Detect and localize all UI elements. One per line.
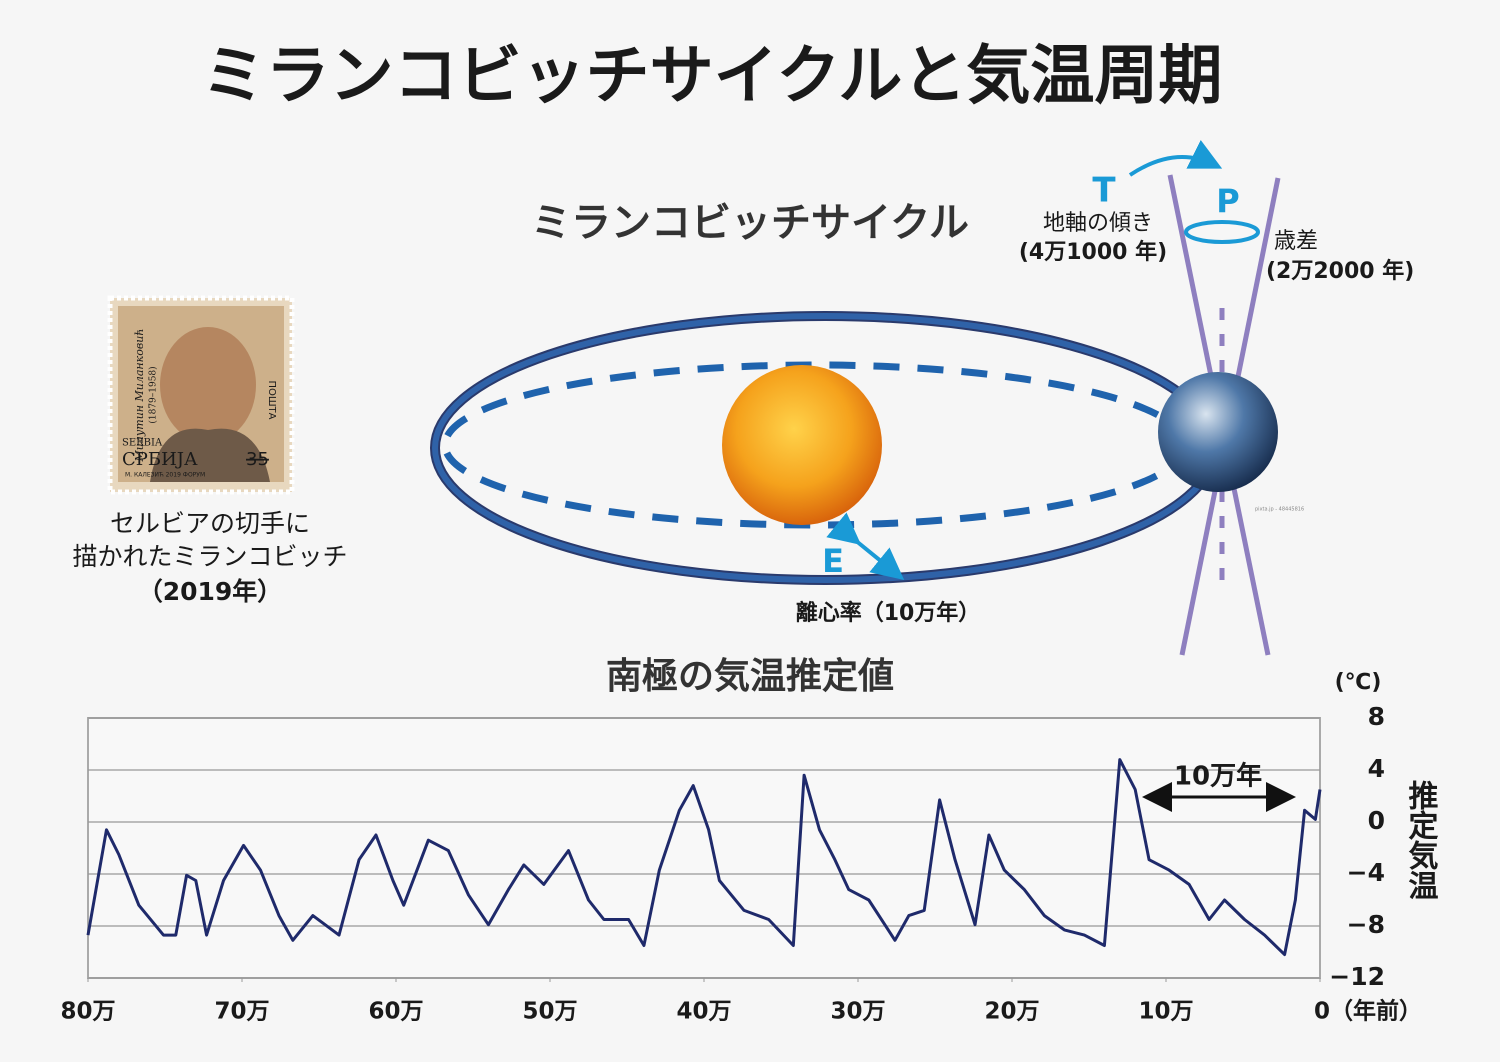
y-tick-label: 0: [1368, 806, 1385, 835]
stamp-caption: （2019年）: [138, 577, 283, 606]
x-tick-label: 60万: [368, 999, 423, 1025]
tilt-arrow: [1128, 139, 1223, 177]
stamp-caption: 描かれたミランコビッチ: [72, 542, 347, 571]
x-tick-label: 50万: [522, 999, 577, 1025]
t-period: (4万1000 年): [1019, 239, 1167, 265]
x-tick-label: 40万: [676, 999, 731, 1025]
stamp-footer: М. КАЛЕЗИЋ 2019 ФОРУМ: [125, 472, 205, 479]
x-tick-label: 70万: [214, 999, 269, 1025]
p-letter: P: [1216, 182, 1239, 220]
stamp-caption: セルビアの切手に: [110, 509, 310, 538]
stamp-price: 35: [246, 449, 269, 470]
e-letter: E: [822, 542, 844, 580]
stamp-country: SERBIA: [122, 438, 163, 449]
t-label: 地軸の傾き: [1043, 211, 1153, 236]
earth: [1158, 372, 1278, 492]
credit: pixta.jp - 48445816: [1255, 507, 1304, 513]
sun: [722, 365, 882, 525]
stamp-country-local: СРБИЈА: [122, 449, 198, 470]
stamp-post: ПОШТА: [266, 380, 277, 419]
chart: −12 −8 −4 0 4 8 80万 70万 60万 50万 40万 30万 20万 10万 0（年前）: [60, 702, 1422, 1025]
chart-title: 南極の気温推定値: [606, 656, 894, 697]
y-tick-label: 8: [1368, 702, 1385, 731]
x-tick-label: 30万: [830, 999, 885, 1025]
plot-area: [87, 717, 1321, 979]
x-tick-label: 80万: [60, 999, 115, 1025]
temperature-line: [86, 758, 1322, 957]
y-tick-label: −4: [1347, 858, 1385, 887]
e-label: 離心率（10万年）: [796, 600, 981, 626]
y-tick-label: 4: [1368, 754, 1385, 783]
p-label: 歳差: [1274, 229, 1318, 254]
diagram-title: ミランコビッチサイクル: [531, 200, 969, 246]
stamp-name: Милутин Миланковић: [133, 329, 146, 463]
y-tick-label: −8: [1347, 910, 1385, 939]
x-tick-label: 10万: [1138, 999, 1193, 1025]
y-unit: (℃): [1335, 670, 1382, 695]
eccentricity-arrow: [826, 512, 905, 581]
t-letter: T: [1092, 171, 1116, 211]
stamp-years: (1879–1958): [148, 366, 159, 423]
p-period: (2万2000 年): [1266, 258, 1414, 284]
y-axis-label: 推定気温: [1403, 780, 1439, 900]
annotation: 10万年: [1174, 761, 1262, 792]
y-tick-label: −12: [1329, 962, 1385, 991]
stamp: Милутин Миланковић (1879–1958) ПОШТА SER…: [107, 295, 295, 495]
x-tick-label: 0（年前）: [1314, 998, 1422, 1025]
page-title: ミランコビッチサイクルと気温周期: [202, 40, 1223, 114]
x-tick-label: 20万: [984, 999, 1039, 1025]
precession-ring: [1184, 220, 1260, 244]
